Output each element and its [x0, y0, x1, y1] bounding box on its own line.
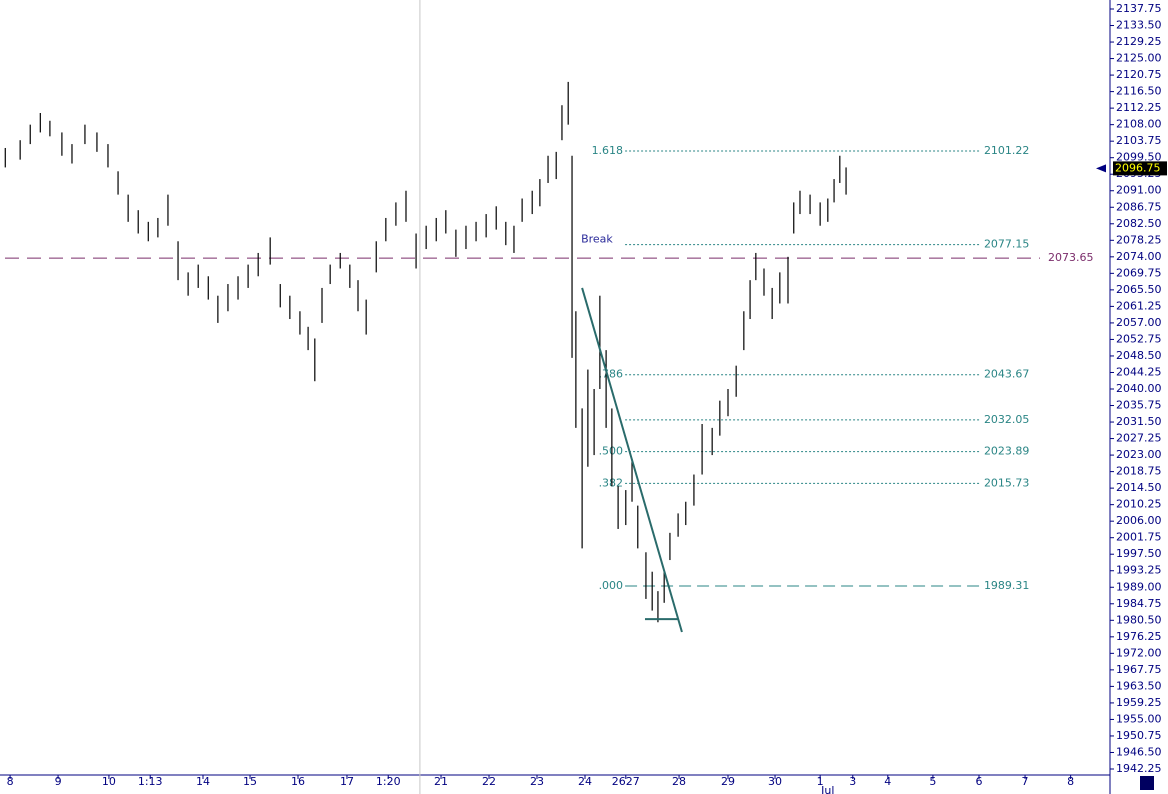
y-tick-label: 2044.25 — [1116, 365, 1162, 378]
x-tick-label: 1:20 — [376, 775, 401, 788]
x-tick-label: 2627 — [612, 775, 640, 788]
y-tick-label: 2018.75 — [1116, 465, 1162, 478]
x-tick-label: 17 — [340, 775, 354, 788]
y-tick-label: 1972.00 — [1116, 646, 1162, 659]
y-tick-label: 2023.00 — [1116, 448, 1162, 461]
y-tick-label: 1980.50 — [1116, 613, 1162, 626]
y-tick-label: 1942.25 — [1116, 762, 1162, 775]
x-tick-label: 1 — [817, 775, 824, 788]
x-tick-label: 8 — [1067, 775, 1074, 788]
x-tick-label: 7 — [1022, 775, 1029, 788]
last-price-label: 2096.75 — [1115, 161, 1161, 174]
level-value-label: 2015.73 — [984, 476, 1030, 489]
y-tick-label: 2027.25 — [1116, 432, 1162, 445]
y-tick-label: 2125.00 — [1116, 52, 1162, 65]
y-tick-label: 1946.50 — [1116, 745, 1162, 758]
y-tick-label: 2040.00 — [1116, 382, 1162, 395]
y-tick-label: 2091.00 — [1116, 184, 1162, 197]
y-tick-label: 2074.00 — [1116, 250, 1162, 263]
y-tick-label: 2048.50 — [1116, 349, 1162, 362]
y-tick-label: 2069.75 — [1116, 266, 1162, 279]
x-tick-label: 15 — [243, 775, 257, 788]
x-tick-label: 23 — [530, 775, 544, 788]
x-tick-label: 22 — [482, 775, 496, 788]
horizontal-line-label: 2073.65 — [1048, 251, 1094, 264]
level-ratio-label: 1.618 — [592, 144, 624, 157]
y-tick-label: 2065.50 — [1116, 283, 1162, 296]
y-tick-label: 1950.75 — [1116, 729, 1162, 742]
x-tick-label: 28 — [672, 775, 686, 788]
y-tick-label: 2052.75 — [1116, 332, 1162, 345]
level-value-label: 2043.67 — [984, 368, 1030, 381]
level-ratio-label: .382 — [599, 476, 624, 489]
x-tick-label: 30 — [768, 775, 782, 788]
y-tick-label: 2099.50 — [1116, 151, 1162, 164]
x-tick-label: 3 — [849, 775, 856, 788]
trend-line — [581, 287, 683, 633]
x-tick-label: 6 — [975, 775, 982, 788]
x-tick-label: 1:13 — [138, 775, 163, 788]
y-tick-label: 2120.75 — [1116, 68, 1162, 81]
y-tick-label: 2108.00 — [1116, 118, 1162, 131]
y-tick-label: 2082.50 — [1116, 217, 1162, 230]
x-tick-label: 9 — [55, 775, 62, 788]
level-value-label: 2023.89 — [984, 445, 1030, 458]
y-tick-label: 2010.25 — [1116, 498, 1162, 511]
y-tick-label: 1984.75 — [1116, 597, 1162, 610]
y-tick-label: 1993.25 — [1116, 564, 1162, 577]
x-tick-label: 29 — [721, 775, 735, 788]
x-tick-label: 5 — [929, 775, 936, 788]
x-tick-label: 4 — [884, 775, 891, 788]
y-tick-label: 2137.75 — [1116, 2, 1162, 15]
x-tick-label: 24 — [578, 775, 592, 788]
y-tick-label: 2014.50 — [1116, 481, 1162, 494]
y-tick-label: 2061.25 — [1116, 299, 1162, 312]
x-tick-label: 8 — [7, 775, 14, 788]
y-tick-label: 2035.75 — [1116, 399, 1162, 412]
level-ratio-label: .786 — [599, 368, 624, 381]
last-price-arrow — [1096, 164, 1106, 173]
y-tick-label: 2078.25 — [1116, 233, 1162, 246]
level-value-label: 2032.05 — [984, 413, 1030, 426]
y-tick-label: 1959.25 — [1116, 696, 1162, 709]
x-tick-label: 21 — [434, 775, 448, 788]
last-price-box — [1113, 161, 1167, 176]
y-tick-label: 1989.00 — [1116, 580, 1162, 593]
level-note: Break — [581, 233, 613, 246]
y-tick-label: 2057.00 — [1116, 316, 1162, 329]
y-tick-label: 2129.25 — [1116, 35, 1162, 48]
y-tick-label: 2001.75 — [1116, 531, 1162, 544]
y-tick-label: 2031.50 — [1116, 415, 1162, 428]
y-tick-label: 1967.75 — [1116, 663, 1162, 676]
y-tick-label: 1955.00 — [1116, 712, 1162, 725]
month-label: Jul — [820, 784, 834, 794]
y-tick-label: 2006.00 — [1116, 514, 1162, 527]
x-tick-label: 10 — [102, 775, 116, 788]
level-ratio-label: .500 — [599, 445, 624, 458]
x-tick-label: 14 — [196, 775, 210, 788]
level-value-label: 1989.31 — [984, 579, 1030, 592]
y-tick-label: 2133.50 — [1116, 19, 1162, 32]
y-tick-label: 2116.50 — [1116, 85, 1162, 98]
level-ratio-label: .000 — [599, 579, 624, 592]
y-tick-label: 1976.25 — [1116, 630, 1162, 643]
y-tick-label: 2103.75 — [1116, 134, 1162, 147]
level-value-label: 2101.22 — [984, 144, 1030, 157]
y-tick-label: 1963.50 — [1116, 679, 1162, 692]
corner-icon — [1140, 776, 1154, 790]
x-tick-label: 16 — [291, 775, 305, 788]
y-tick-label: 1997.50 — [1116, 547, 1162, 560]
y-tick-label: 2112.25 — [1116, 101, 1162, 114]
level-value-label: 2077.15 — [984, 238, 1030, 251]
y-tick-label: 2086.75 — [1116, 200, 1162, 213]
